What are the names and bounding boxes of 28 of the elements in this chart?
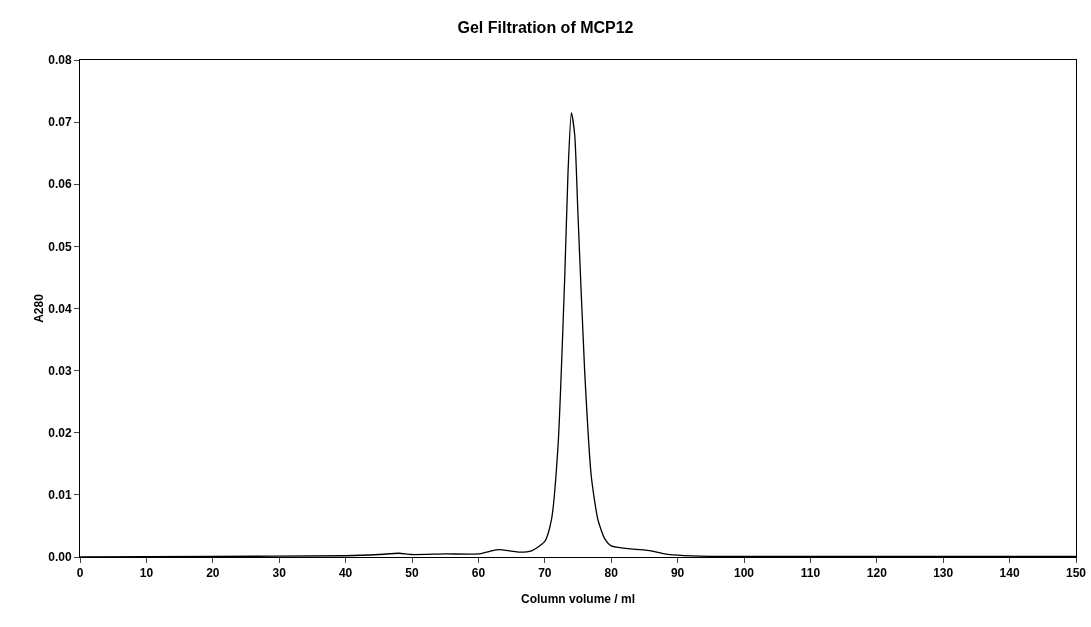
x-tick-label: 50 [405,566,419,581]
y-tick-label: 0.02 [48,425,72,440]
y-tick-label: 0.06 [48,177,72,192]
y-tick-label: 0.08 [48,53,72,68]
x-tick-label: 10 [139,566,154,581]
x-tick-label: 70 [538,566,552,581]
x-tick-label: 20 [206,566,220,581]
chart-title: Gel Filtration of MCP12 [457,19,634,37]
y-tick-label: 0.00 [48,550,72,565]
y-axis-title: A280 [32,293,47,323]
y-tick-label: 0.01 [48,488,72,503]
x-tick-label: 60 [471,566,486,581]
x-tick-label: 0 [76,566,84,581]
y-tick-label: 0.05 [48,239,72,254]
x-tick-label: 120 [866,566,888,581]
x-tick-label: 100 [733,566,755,581]
y-tick-label: 0.07 [48,115,72,130]
x-tick-label: 140 [999,566,1020,581]
y-tick-label: 0.04 [48,301,72,316]
x-tick-label: 80 [604,566,619,581]
x-tick-label: 110 [800,566,821,581]
x-tick-label: 30 [272,566,287,581]
x-tick-label: 150 [1065,566,1087,581]
x-tick-label: 90 [670,566,685,581]
x-tick-label: 130 [933,566,954,581]
y-tick-label: 0.03 [48,363,72,378]
x-tick-label: 40 [338,566,353,581]
x-axis-title: Column volume / ml [520,592,636,606]
